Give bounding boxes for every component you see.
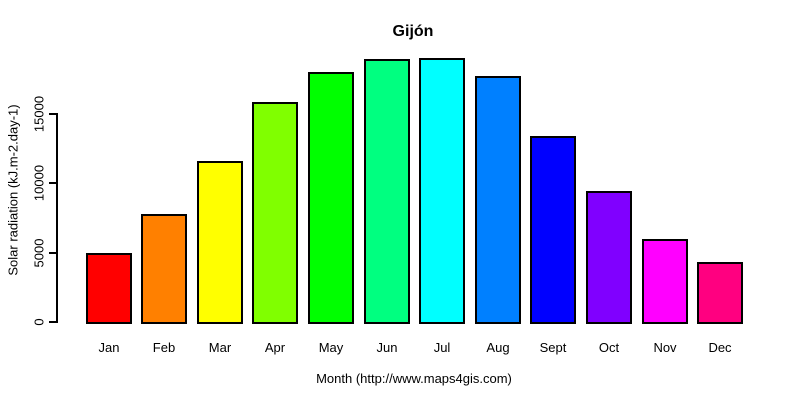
y-tick-mark	[49, 113, 57, 115]
x-tick-label-dec: Dec	[708, 340, 732, 355]
x-tick-label-sept: Sept	[539, 340, 567, 355]
y-tick-label: 0	[31, 318, 47, 326]
y-axis-label: Solar radiation (kJ.m-2.day-1)	[5, 104, 21, 276]
y-axis-line	[56, 113, 58, 323]
bar-feb	[141, 214, 187, 324]
y-tick-mark	[49, 321, 57, 323]
bar-aug	[475, 76, 521, 324]
x-axis-label: Month (http://www.maps4gis.com)	[316, 371, 512, 386]
bar-nov	[642, 239, 688, 324]
bar-may	[308, 72, 354, 324]
bar-sept	[530, 136, 576, 324]
x-tick-label-may: May	[318, 340, 344, 355]
x-tick-label-feb: Feb	[152, 340, 176, 355]
x-tick-label-nov: Nov	[653, 340, 677, 355]
x-tick-label-oct: Oct	[598, 340, 620, 355]
bar-dec	[697, 262, 743, 324]
bar-apr	[252, 102, 298, 324]
x-tick-label-apr: Apr	[264, 340, 286, 355]
y-tick-label: 10000	[31, 165, 47, 202]
y-tick-label: 5000	[31, 238, 47, 268]
x-tick-label-mar: Mar	[208, 340, 232, 355]
x-tick-label-jan: Jan	[98, 340, 120, 355]
chart-title: Gijón	[392, 23, 434, 40]
bar-jan	[86, 253, 132, 324]
y-tick-label: 15000	[31, 95, 47, 133]
bar-jun	[364, 59, 410, 324]
y-tick-mark	[49, 251, 57, 254]
x-tick-label-jun: Jun	[376, 340, 398, 355]
bar-mar	[197, 161, 243, 324]
x-tick-label-jul: Jul	[433, 340, 451, 355]
y-tick-mark	[49, 182, 57, 185]
bar-jul	[419, 58, 465, 324]
bar-oct	[586, 191, 632, 324]
x-tick-label-aug: Aug	[486, 340, 510, 355]
